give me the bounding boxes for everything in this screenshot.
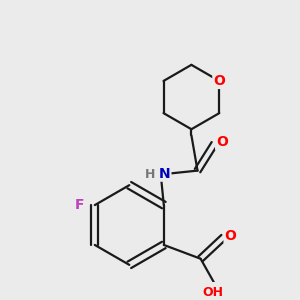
Text: F: F: [75, 198, 84, 212]
Text: O: O: [225, 229, 236, 243]
Text: N: N: [159, 167, 170, 181]
Text: H: H: [145, 168, 155, 181]
Text: O: O: [216, 135, 228, 149]
Text: O: O: [213, 74, 225, 88]
Text: OH: OH: [202, 286, 224, 299]
